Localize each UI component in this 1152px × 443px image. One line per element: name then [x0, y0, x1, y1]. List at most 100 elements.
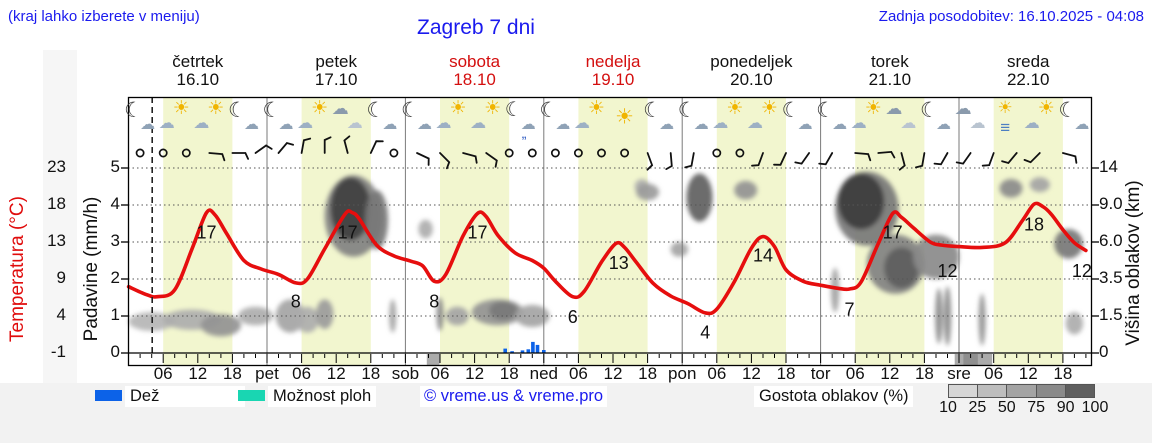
temp-tick-label: 23 — [47, 157, 66, 176]
cloud-blob — [1065, 312, 1084, 335]
cloud-blob — [365, 190, 389, 250]
day-band — [716, 97, 786, 366]
hour-label: 18 — [361, 364, 381, 383]
wind-barb-icon — [439, 152, 451, 170]
temp-label: 17 — [338, 222, 358, 242]
day-name: torek — [870, 52, 909, 71]
precip-tick-label: 5 — [110, 157, 120, 176]
day-name: četrtek — [172, 52, 224, 71]
copyright-link[interactable]: © vreme.us & vreme.pro — [420, 386, 608, 407]
cloud-blob — [1029, 177, 1050, 193]
temp-label: 17 — [467, 222, 487, 242]
temp-label: 4 — [700, 323, 710, 343]
cloud-blob — [1054, 229, 1083, 259]
temp-label: 12 — [1072, 261, 1092, 281]
hour-label: 18 — [1053, 364, 1073, 383]
wind-barb-icon — [300, 137, 312, 154]
temp-tick-label: 18 — [47, 194, 66, 213]
cloud-density-label: Gostota oblakov (%) — [754, 386, 914, 407]
cloud-blob — [636, 183, 660, 201]
temp-axis-title: Temperatura (°C) — [7, 196, 28, 342]
hour-label: 12 — [1018, 364, 1038, 383]
hour-label: 12 — [880, 364, 900, 383]
wind-barb-icon — [877, 150, 896, 159]
hour-label: 18 — [638, 364, 658, 383]
temp-curve — [126, 201, 1088, 316]
hour-label: 18 — [776, 364, 796, 383]
hour-label: 06 — [430, 364, 450, 383]
plot-border — [127, 96, 1093, 367]
cloud-blob — [389, 299, 397, 333]
rain-bar — [535, 344, 540, 353]
cloud-blob — [884, 247, 919, 289]
wind-barb-icon — [751, 152, 764, 167]
wind-calm-icon — [389, 148, 399, 158]
meteogram-plot: 17 8 17 8 17 6 13 4 14 7 17 12 18 12 — [121, 96, 1099, 367]
wind-barb-icon — [854, 152, 872, 162]
rain-bar — [510, 351, 514, 354]
day-date: 18.10 — [453, 70, 496, 89]
wind-barb-icon — [462, 152, 478, 164]
wind-calm-icon — [597, 148, 606, 158]
hour-label: 06 — [845, 364, 865, 383]
rain-bar — [542, 350, 546, 353]
wind-barb-icon — [915, 152, 926, 169]
cloud-scale-cell — [948, 384, 979, 398]
hour-label: 12 — [465, 364, 485, 383]
cloud-scale-label: 10 — [939, 399, 957, 416]
wind-barb-icon — [794, 152, 810, 165]
temp-label: 18 — [1024, 215, 1044, 235]
precip-tick-label: 4 — [110, 194, 120, 213]
hour-label: 18 — [222, 364, 242, 383]
day-name: sobota — [449, 52, 501, 71]
day-header: sreda 22.10 — [958, 53, 1098, 89]
cloud-scale-label: 25 — [968, 399, 987, 416]
precip-tick-label: 1 — [110, 305, 120, 324]
hour-label: 12 — [326, 364, 346, 383]
day-abbrev-label: ned — [529, 364, 558, 383]
day-abbrev-label: sob — [391, 364, 420, 383]
cloud-blob — [978, 293, 986, 346]
hour-label: 12 — [188, 364, 208, 383]
wind-calm-icon — [527, 148, 537, 158]
day-date: 20.10 — [730, 70, 773, 89]
temp-label: 6 — [568, 307, 578, 327]
hour-label: 12 — [603, 364, 623, 383]
precip-tick-label: 2 — [110, 268, 120, 287]
temp-label: 12 — [937, 261, 957, 281]
rain-bar — [531, 341, 535, 353]
wind-calm-icon — [735, 148, 745, 158]
temp-label: 17 — [883, 222, 903, 242]
cloud-scale-label: 90 — [1056, 399, 1075, 416]
day-name: ponedeljek — [710, 52, 793, 71]
cloud-scale-label: 75 — [1027, 399, 1046, 416]
wind-barb-icon — [208, 152, 226, 162]
wind-barb-icon — [955, 152, 972, 165]
hour-label: 18 — [914, 364, 934, 383]
hour-label: 06 — [707, 364, 727, 383]
cloud-scale-cell — [1036, 384, 1066, 398]
day-header: sobota 18.10 — [405, 53, 545, 89]
left-margin-strip — [43, 50, 77, 443]
wind-calm-icon — [181, 148, 191, 158]
wind-barb-icon — [1001, 152, 1018, 165]
hour-label: 06 — [568, 364, 588, 383]
wind-barb-icon — [818, 152, 834, 166]
cloud-height-tick-label: 9.0 — [1099, 194, 1123, 213]
wind-barb-icon — [773, 152, 787, 166]
wind-barb-icon — [254, 144, 273, 154]
wind-barb-icon — [323, 136, 332, 154]
wind-calm-icon — [620, 148, 630, 158]
day-date: 19.10 — [591, 70, 635, 89]
temp-label: 8 — [429, 292, 439, 312]
wind-barb-icon — [369, 140, 384, 154]
cloud-height-tick-label: 1.5 — [1099, 305, 1123, 324]
temp-label: 7 — [844, 299, 854, 319]
wind-calm-icon — [504, 148, 514, 158]
wind-barb-icon — [1023, 152, 1041, 164]
header-note: (kraj lahko izberete v meniju) — [8, 8, 200, 25]
rain-bar — [520, 350, 525, 353]
hour-label: 18 — [499, 364, 519, 383]
last-updated: Zadnja posodobitev: 16.10.2025 - 04:08 — [878, 8, 1144, 25]
temp-tick-label: 4 — [56, 305, 66, 324]
